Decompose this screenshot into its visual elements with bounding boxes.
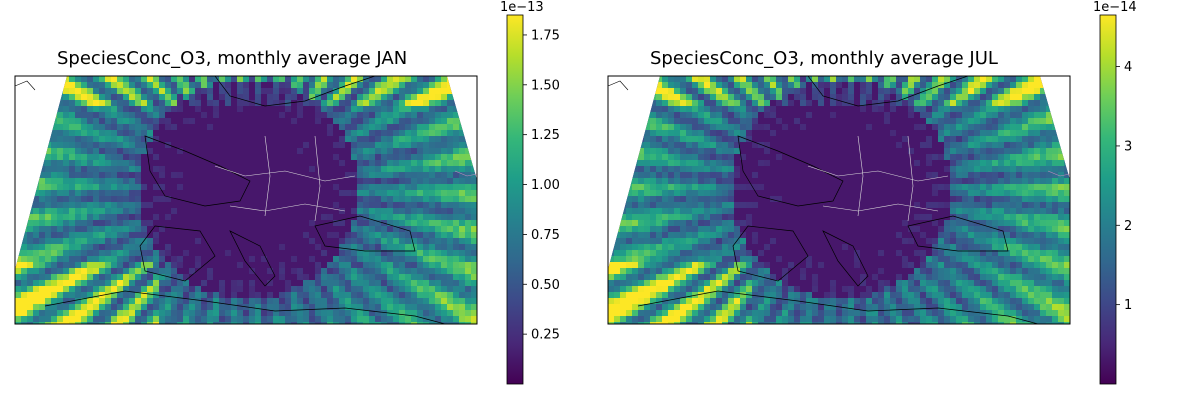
colorbar-tick-label: 1.50 — [531, 78, 560, 93]
colorbar-tick-label: 2 — [1124, 219, 1132, 234]
colorbar-tick-label: 3 — [1124, 139, 1132, 154]
colorbar-tick-label: 4 — [1124, 60, 1132, 75]
colorbar-tick-label: 0.50 — [531, 278, 560, 293]
panel-title: SpeciesConc_O3, monthly average JAN — [57, 48, 408, 69]
colorbar-jul: 1 2 3 4 1e−14 — [1093, 0, 1137, 385]
colorbar-jan: 0.25 0.50 0.75 1.00 1.25 1.50 1.75 1e−13 — [500, 0, 560, 385]
heatmap-jul — [607, 75, 1071, 325]
map-panel-jan: SpeciesConc_O3, monthly average JAN 0.25… — [14, 0, 560, 385]
colorbar-tick-label: 1.00 — [531, 178, 560, 193]
colorbar-tick-label: 1.25 — [531, 128, 560, 143]
colorbar-tick-label: 1.75 — [531, 28, 560, 43]
colorbar-exponent-label: 1e−13 — [500, 0, 544, 15]
colorbar-tick-label: 0.25 — [531, 328, 560, 343]
heatmap-jan — [14, 75, 478, 325]
colorbar-tick-label: 1 — [1124, 298, 1132, 313]
colorbar-tick-label: 0.75 — [531, 228, 560, 243]
colorbar-exponent-label: 1e−14 — [1093, 0, 1137, 15]
panel-title: SpeciesConc_O3, monthly average JUL — [650, 48, 998, 69]
map-panel-jul: SpeciesConc_O3, monthly average JUL 1 2 3 4… — [593, 0, 1193, 400]
